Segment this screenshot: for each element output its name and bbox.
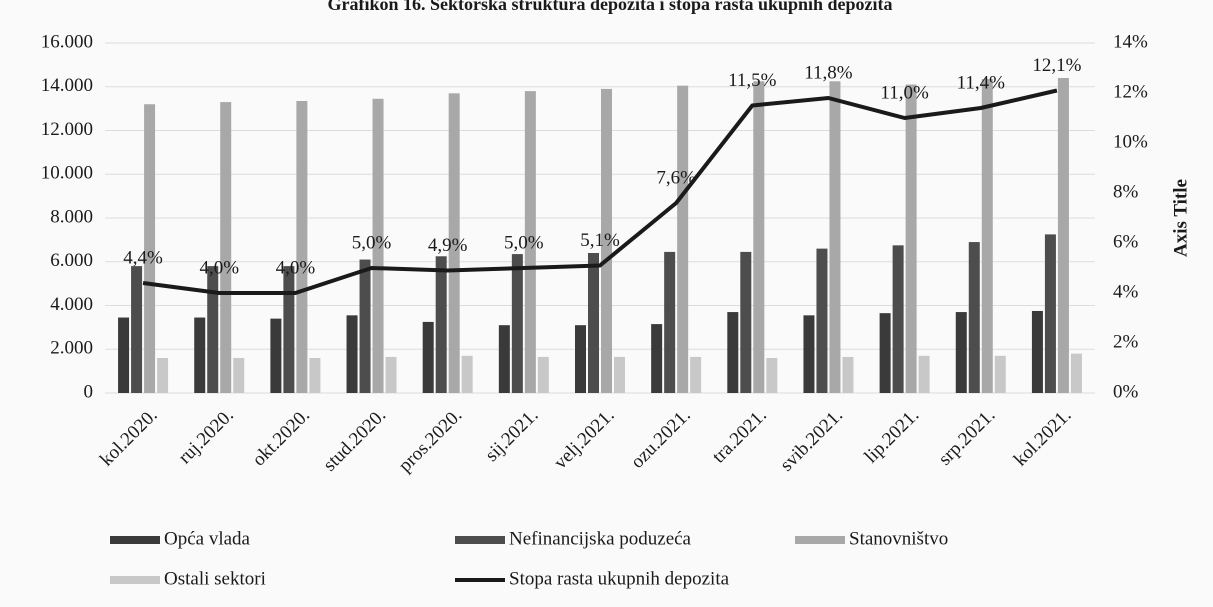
legend-label: Opća vlada xyxy=(164,528,251,549)
legend-swatch xyxy=(110,536,160,544)
data-label: 11,4% xyxy=(957,72,1006,93)
bar xyxy=(1031,310,1043,393)
bar xyxy=(233,358,245,393)
bar xyxy=(981,79,993,393)
bar xyxy=(905,84,917,393)
data-label: 5,0% xyxy=(504,232,544,253)
data-label: 12,1% xyxy=(1032,55,1081,76)
bar xyxy=(157,358,169,393)
bar xyxy=(727,312,739,393)
legend-label: Ostali sektori xyxy=(164,568,266,589)
y-tick-label: 8.000 xyxy=(50,206,93,227)
y2-tick-label: 8% xyxy=(1113,181,1139,202)
bar xyxy=(194,317,206,393)
y-tick-label: 4.000 xyxy=(50,294,93,315)
bar xyxy=(753,81,765,393)
bar xyxy=(803,315,815,393)
bar xyxy=(842,356,854,393)
bar xyxy=(829,81,841,393)
bar xyxy=(537,356,549,393)
data-label: 4,9% xyxy=(428,235,468,256)
bar xyxy=(309,358,321,393)
bar xyxy=(601,88,612,393)
y2-tick-label: 10% xyxy=(1113,131,1148,152)
data-label: 11,8% xyxy=(804,62,853,83)
data-label: 11,5% xyxy=(728,70,777,91)
bar xyxy=(511,254,523,393)
bar xyxy=(346,315,358,393)
data-label: 4,0% xyxy=(199,257,239,278)
bar xyxy=(918,355,930,393)
y-tick-label: 2.000 xyxy=(50,338,93,359)
bar xyxy=(690,356,702,393)
bar xyxy=(955,312,967,393)
bar xyxy=(372,98,384,393)
bar xyxy=(575,325,586,393)
y2-axis-title: Axis Title xyxy=(1170,179,1191,257)
bar xyxy=(1044,234,1056,393)
legend-label: Nefinancijska poduzeća xyxy=(509,528,692,549)
bar xyxy=(879,313,891,393)
y2-tick-label: 6% xyxy=(1113,231,1139,252)
data-label: 4,4% xyxy=(123,247,163,268)
bar xyxy=(422,321,434,393)
y-tick-label: 14.000 xyxy=(41,75,93,96)
bar xyxy=(614,356,625,393)
y-tick-label: 12.000 xyxy=(41,119,93,140)
bar xyxy=(385,356,397,393)
y2-tick-label: 12% xyxy=(1113,81,1148,102)
y2-tick-label: 14% xyxy=(1113,31,1148,52)
bar xyxy=(131,266,143,393)
data-label: 7,6% xyxy=(656,167,696,188)
bar xyxy=(498,325,510,393)
bar xyxy=(1070,353,1082,393)
legend-label: Stanovništvo xyxy=(849,528,948,549)
bar xyxy=(1057,78,1069,393)
chart-title: Grafikon 16. Sektorska struktura depozit… xyxy=(327,0,892,14)
bar xyxy=(968,242,980,393)
bar xyxy=(524,91,536,393)
bar xyxy=(207,266,219,393)
bar xyxy=(588,253,599,393)
bar xyxy=(435,256,447,393)
bar xyxy=(651,324,663,393)
bar xyxy=(740,251,752,393)
legend-label: Stopa rasta ukupnih depozita xyxy=(509,568,730,589)
line xyxy=(142,88,1058,295)
data-label: 5,0% xyxy=(352,232,392,253)
bar xyxy=(766,358,778,393)
bar xyxy=(664,251,676,393)
bar xyxy=(144,104,156,393)
data-label: 11,0% xyxy=(880,82,929,103)
bar xyxy=(994,355,1006,393)
y-tick-label: 6.000 xyxy=(50,250,93,271)
bar xyxy=(359,259,371,393)
bar xyxy=(677,85,689,393)
bar xyxy=(220,102,232,393)
y2-tick-label: 4% xyxy=(1113,281,1139,302)
bar xyxy=(270,318,282,393)
y-tick-label: 10.000 xyxy=(41,163,93,184)
y2-tick-label: 2% xyxy=(1113,331,1139,352)
bar xyxy=(118,317,130,393)
bar xyxy=(448,93,460,393)
legend-swatch xyxy=(455,536,505,544)
bar xyxy=(283,266,295,393)
y-tick-label: 16.000 xyxy=(41,31,93,52)
data-label: 4,0% xyxy=(276,257,316,278)
legend-swatch xyxy=(110,576,160,584)
y-tick-label: 0 xyxy=(84,381,94,402)
bar xyxy=(892,245,904,393)
bar xyxy=(461,355,473,393)
bar xyxy=(816,248,828,393)
legend-swatch xyxy=(795,536,845,544)
y2-tick-label: 0% xyxy=(1113,381,1139,402)
data-label: 5,1% xyxy=(580,230,620,251)
bar xyxy=(296,100,308,393)
